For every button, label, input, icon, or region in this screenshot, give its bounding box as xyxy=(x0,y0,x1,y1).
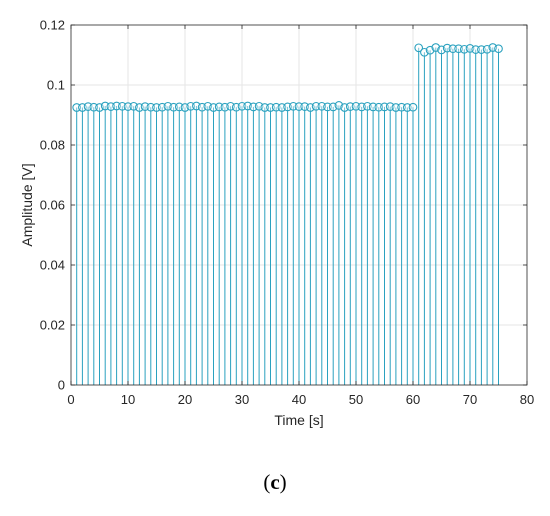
y-tick-label: 0.04 xyxy=(40,258,65,273)
stem-marker xyxy=(494,44,503,54)
y-axis-label: Amplitude [V] xyxy=(19,163,35,246)
x-tick-label: 10 xyxy=(121,392,135,407)
caption-letter: c xyxy=(270,470,280,494)
x-axis-label: Time [s] xyxy=(274,412,323,428)
stem-marker xyxy=(408,102,418,112)
stem-lines xyxy=(76,47,499,385)
y-tick-label: 0.08 xyxy=(40,138,65,153)
stem-marker xyxy=(414,43,424,53)
x-tick-label: 80 xyxy=(520,392,534,407)
caption-close-paren: ) xyxy=(279,470,287,494)
y-axis-ticks: 0 0.02 0.04 0.06 0.08 0.1 0.12 xyxy=(40,18,527,393)
x-tick-label: 60 xyxy=(406,392,420,407)
x-axis-ticks: 0 10 20 30 40 50 60 70 80 xyxy=(67,25,534,407)
x-tick-label: 50 xyxy=(349,392,363,407)
x-tick-label: 40 xyxy=(292,392,306,407)
x-tick-label: 70 xyxy=(463,392,477,407)
x-tick-label: 20 xyxy=(178,392,192,407)
stem-markers xyxy=(72,43,503,112)
stem-chart: 0 10 20 30 40 50 60 70 80 0 0.02 0.04 0.06 0.08 0.1 0.… xyxy=(19,18,534,429)
y-tick-label: 0.02 xyxy=(40,318,65,333)
y-tick-label: 0.12 xyxy=(40,18,65,33)
y-tick-label: 0.1 xyxy=(47,78,65,93)
figure-caption: (c) xyxy=(0,470,550,495)
y-tick-label: 0 xyxy=(58,378,65,393)
x-tick-label: 30 xyxy=(235,392,249,407)
x-tick-label: 0 xyxy=(67,392,74,407)
y-tick-label: 0.06 xyxy=(40,198,65,213)
caption-open-paren: ( xyxy=(263,470,271,494)
